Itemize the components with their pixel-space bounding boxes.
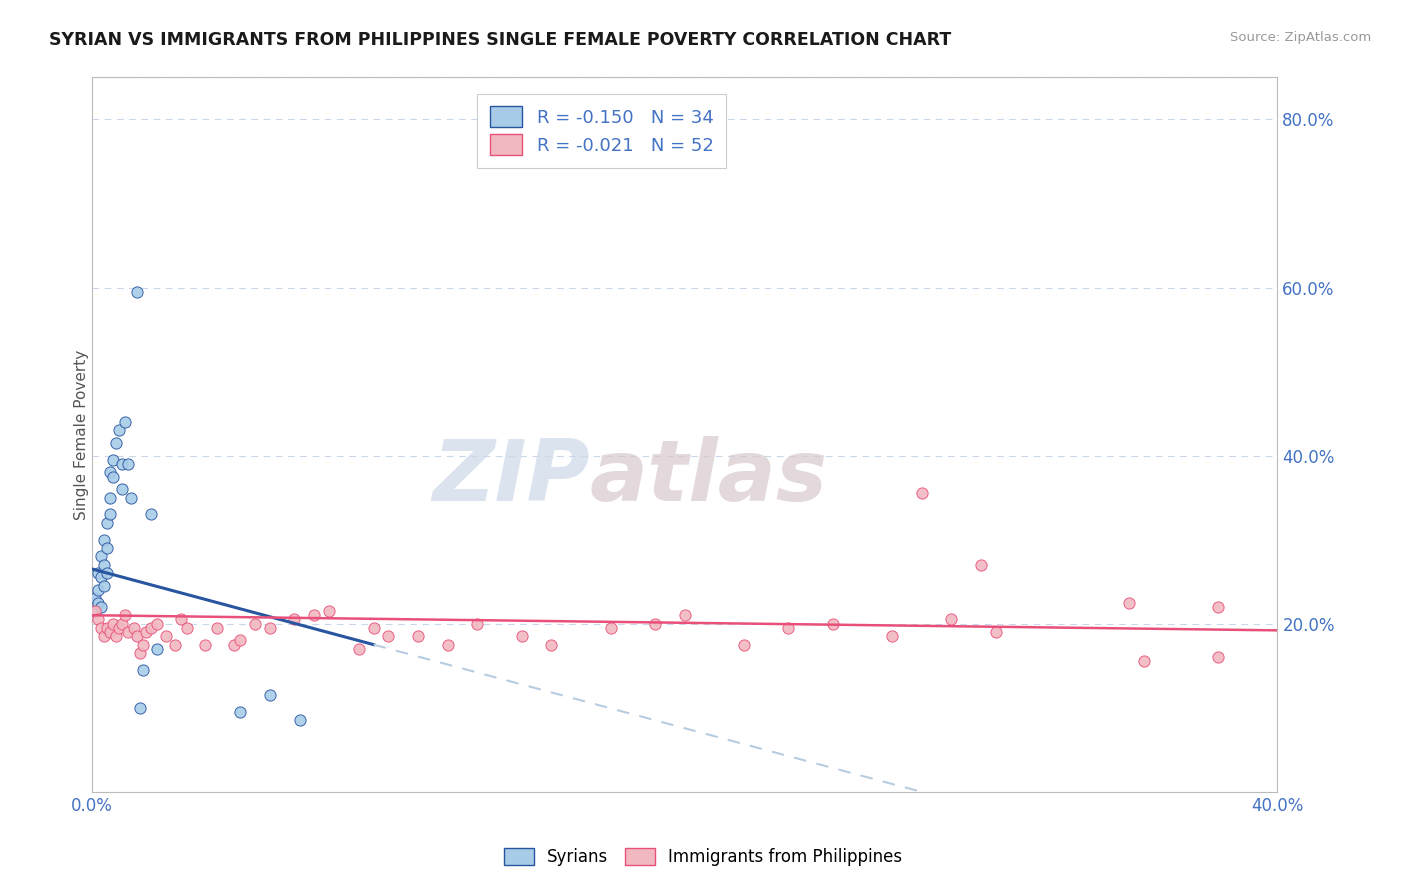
Point <box>155 629 177 643</box>
Point <box>229 633 252 648</box>
Point <box>111 457 134 471</box>
Point <box>304 608 326 623</box>
Point <box>128 700 150 714</box>
Point <box>84 591 107 606</box>
Point <box>363 621 385 635</box>
Point <box>259 621 281 635</box>
Point <box>283 612 305 626</box>
Point <box>821 616 844 631</box>
Point <box>288 713 311 727</box>
Text: ZIP: ZIP <box>433 436 591 519</box>
Legend: Syrians, Immigrants from Philippines: Syrians, Immigrants from Philippines <box>496 841 910 873</box>
Point <box>117 457 139 471</box>
Point <box>205 621 228 635</box>
Point <box>1206 599 1229 614</box>
Point <box>114 415 136 429</box>
Point <box>93 533 115 547</box>
Point <box>970 558 993 572</box>
Point <box>882 629 904 643</box>
Point <box>104 629 127 643</box>
Point <box>131 638 153 652</box>
Point <box>165 638 187 652</box>
Point <box>96 516 118 530</box>
Point <box>733 638 755 652</box>
Point <box>90 621 112 635</box>
Point <box>141 621 163 635</box>
Point <box>96 566 118 581</box>
Legend: R = -0.150   N = 34, R = -0.021   N = 52: R = -0.150 N = 34, R = -0.021 N = 52 <box>477 94 727 168</box>
Point <box>84 604 107 618</box>
Point <box>128 646 150 660</box>
Point <box>93 629 115 643</box>
Point <box>224 638 246 652</box>
Point <box>122 621 145 635</box>
Point <box>98 625 121 640</box>
Text: atlas: atlas <box>591 436 828 519</box>
Y-axis label: Single Female Poverty: Single Female Poverty <box>73 350 89 520</box>
Point <box>644 616 666 631</box>
Point <box>510 629 533 643</box>
Point <box>90 570 112 584</box>
Point <box>984 625 1007 640</box>
Point <box>84 604 107 618</box>
Point <box>941 612 963 626</box>
Point <box>146 641 169 656</box>
Point <box>101 616 124 631</box>
Point <box>96 621 118 635</box>
Point <box>176 621 198 635</box>
Point <box>377 629 399 643</box>
Point <box>243 616 266 631</box>
Point <box>146 616 169 631</box>
Point <box>90 549 112 564</box>
Point <box>98 491 121 505</box>
Point <box>96 541 118 555</box>
Point <box>111 616 134 631</box>
Point <box>87 566 110 581</box>
Point <box>108 423 131 437</box>
Point <box>87 612 110 626</box>
Point <box>194 638 217 652</box>
Point <box>778 621 800 635</box>
Point <box>259 688 281 702</box>
Point <box>229 705 252 719</box>
Point <box>101 469 124 483</box>
Point <box>141 508 163 522</box>
Point <box>1118 596 1140 610</box>
Point <box>911 486 934 500</box>
Point <box>120 491 142 505</box>
Text: Source: ZipAtlas.com: Source: ZipAtlas.com <box>1230 31 1371 45</box>
Point <box>134 625 156 640</box>
Point <box>436 638 458 652</box>
Point <box>114 608 136 623</box>
Point <box>117 625 139 640</box>
Point <box>406 629 429 643</box>
Point <box>104 436 127 450</box>
Point <box>108 621 131 635</box>
Point <box>87 582 110 597</box>
Point <box>1133 655 1156 669</box>
Text: SYRIAN VS IMMIGRANTS FROM PHILIPPINES SINGLE FEMALE POVERTY CORRELATION CHART: SYRIAN VS IMMIGRANTS FROM PHILIPPINES SI… <box>49 31 952 49</box>
Point <box>125 629 148 643</box>
Point <box>540 638 562 652</box>
Point <box>467 616 489 631</box>
Point <box>125 285 148 299</box>
Point <box>101 452 124 467</box>
Point <box>170 612 193 626</box>
Point <box>318 604 340 618</box>
Point <box>98 466 121 480</box>
Point <box>1206 650 1229 665</box>
Point <box>673 608 696 623</box>
Point <box>87 596 110 610</box>
Point <box>131 663 153 677</box>
Point <box>347 641 370 656</box>
Point <box>599 621 621 635</box>
Point <box>98 508 121 522</box>
Point <box>93 579 115 593</box>
Point <box>111 482 134 496</box>
Point <box>93 558 115 572</box>
Point <box>90 599 112 614</box>
